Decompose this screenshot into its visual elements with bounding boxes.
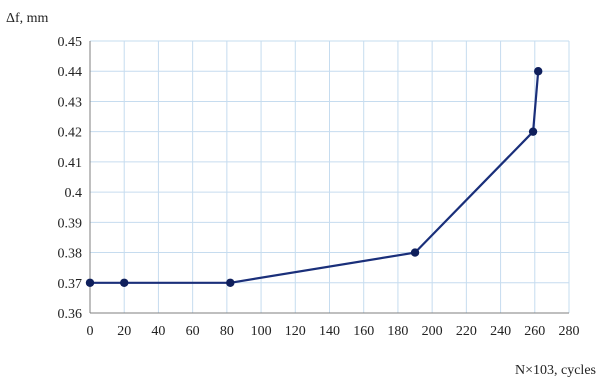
data-point [411,248,419,256]
y-tick-label: 0.41 [58,156,83,171]
x-tick-label: 100 [251,324,272,339]
x-tick-label: 180 [387,324,408,339]
x-tick-label: 60 [186,324,200,339]
x-tick-labels: 0 20 40 60 80 100 120 140 160 180 200 220 240 260 280 [87,324,580,339]
y-tick-label: 0.39 [58,216,83,231]
x-tick-label: 220 [456,324,477,339]
x-tick-label: 40 [151,324,165,339]
x-tick-label: 140 [319,324,340,339]
y-axis-label: Δf, mm [6,11,49,26]
x-tick-label: 200 [422,324,443,339]
x-tick-label: 160 [353,324,374,339]
x-tick-label: 260 [524,324,545,339]
y-tick-label: 0.42 [58,126,83,141]
y-tick-label: 0.45 [58,35,83,50]
data-point [86,279,94,287]
series-line [90,71,538,283]
x-tick-label: 240 [490,324,511,339]
x-tick-label: 20 [117,324,131,339]
x-tick-label: 280 [559,324,580,339]
grid-lines [90,41,569,313]
data-point [226,279,234,287]
data-point [529,127,537,135]
y-tick-labels: 0.36 0.37 0.38 0.39 0.4 0.41 0.42 0.43 0.44 0.45 [58,35,83,322]
x-axis-label: N×103, cycles [515,363,596,378]
x-tick-label: 80 [220,324,234,339]
series-group [86,67,543,287]
x-tick-label: 120 [285,324,306,339]
y-tick-label: 0.44 [58,65,83,80]
x-tick-label: 0 [87,324,94,339]
y-tick-label: 0.38 [58,247,83,262]
y-tick-label: 0.43 [58,95,83,110]
y-tick-label: 0.4 [65,186,83,201]
data-point [534,67,542,75]
y-tick-label: 0.37 [58,277,83,292]
data-point [120,279,128,287]
y-tick-label: 0.36 [58,307,83,322]
